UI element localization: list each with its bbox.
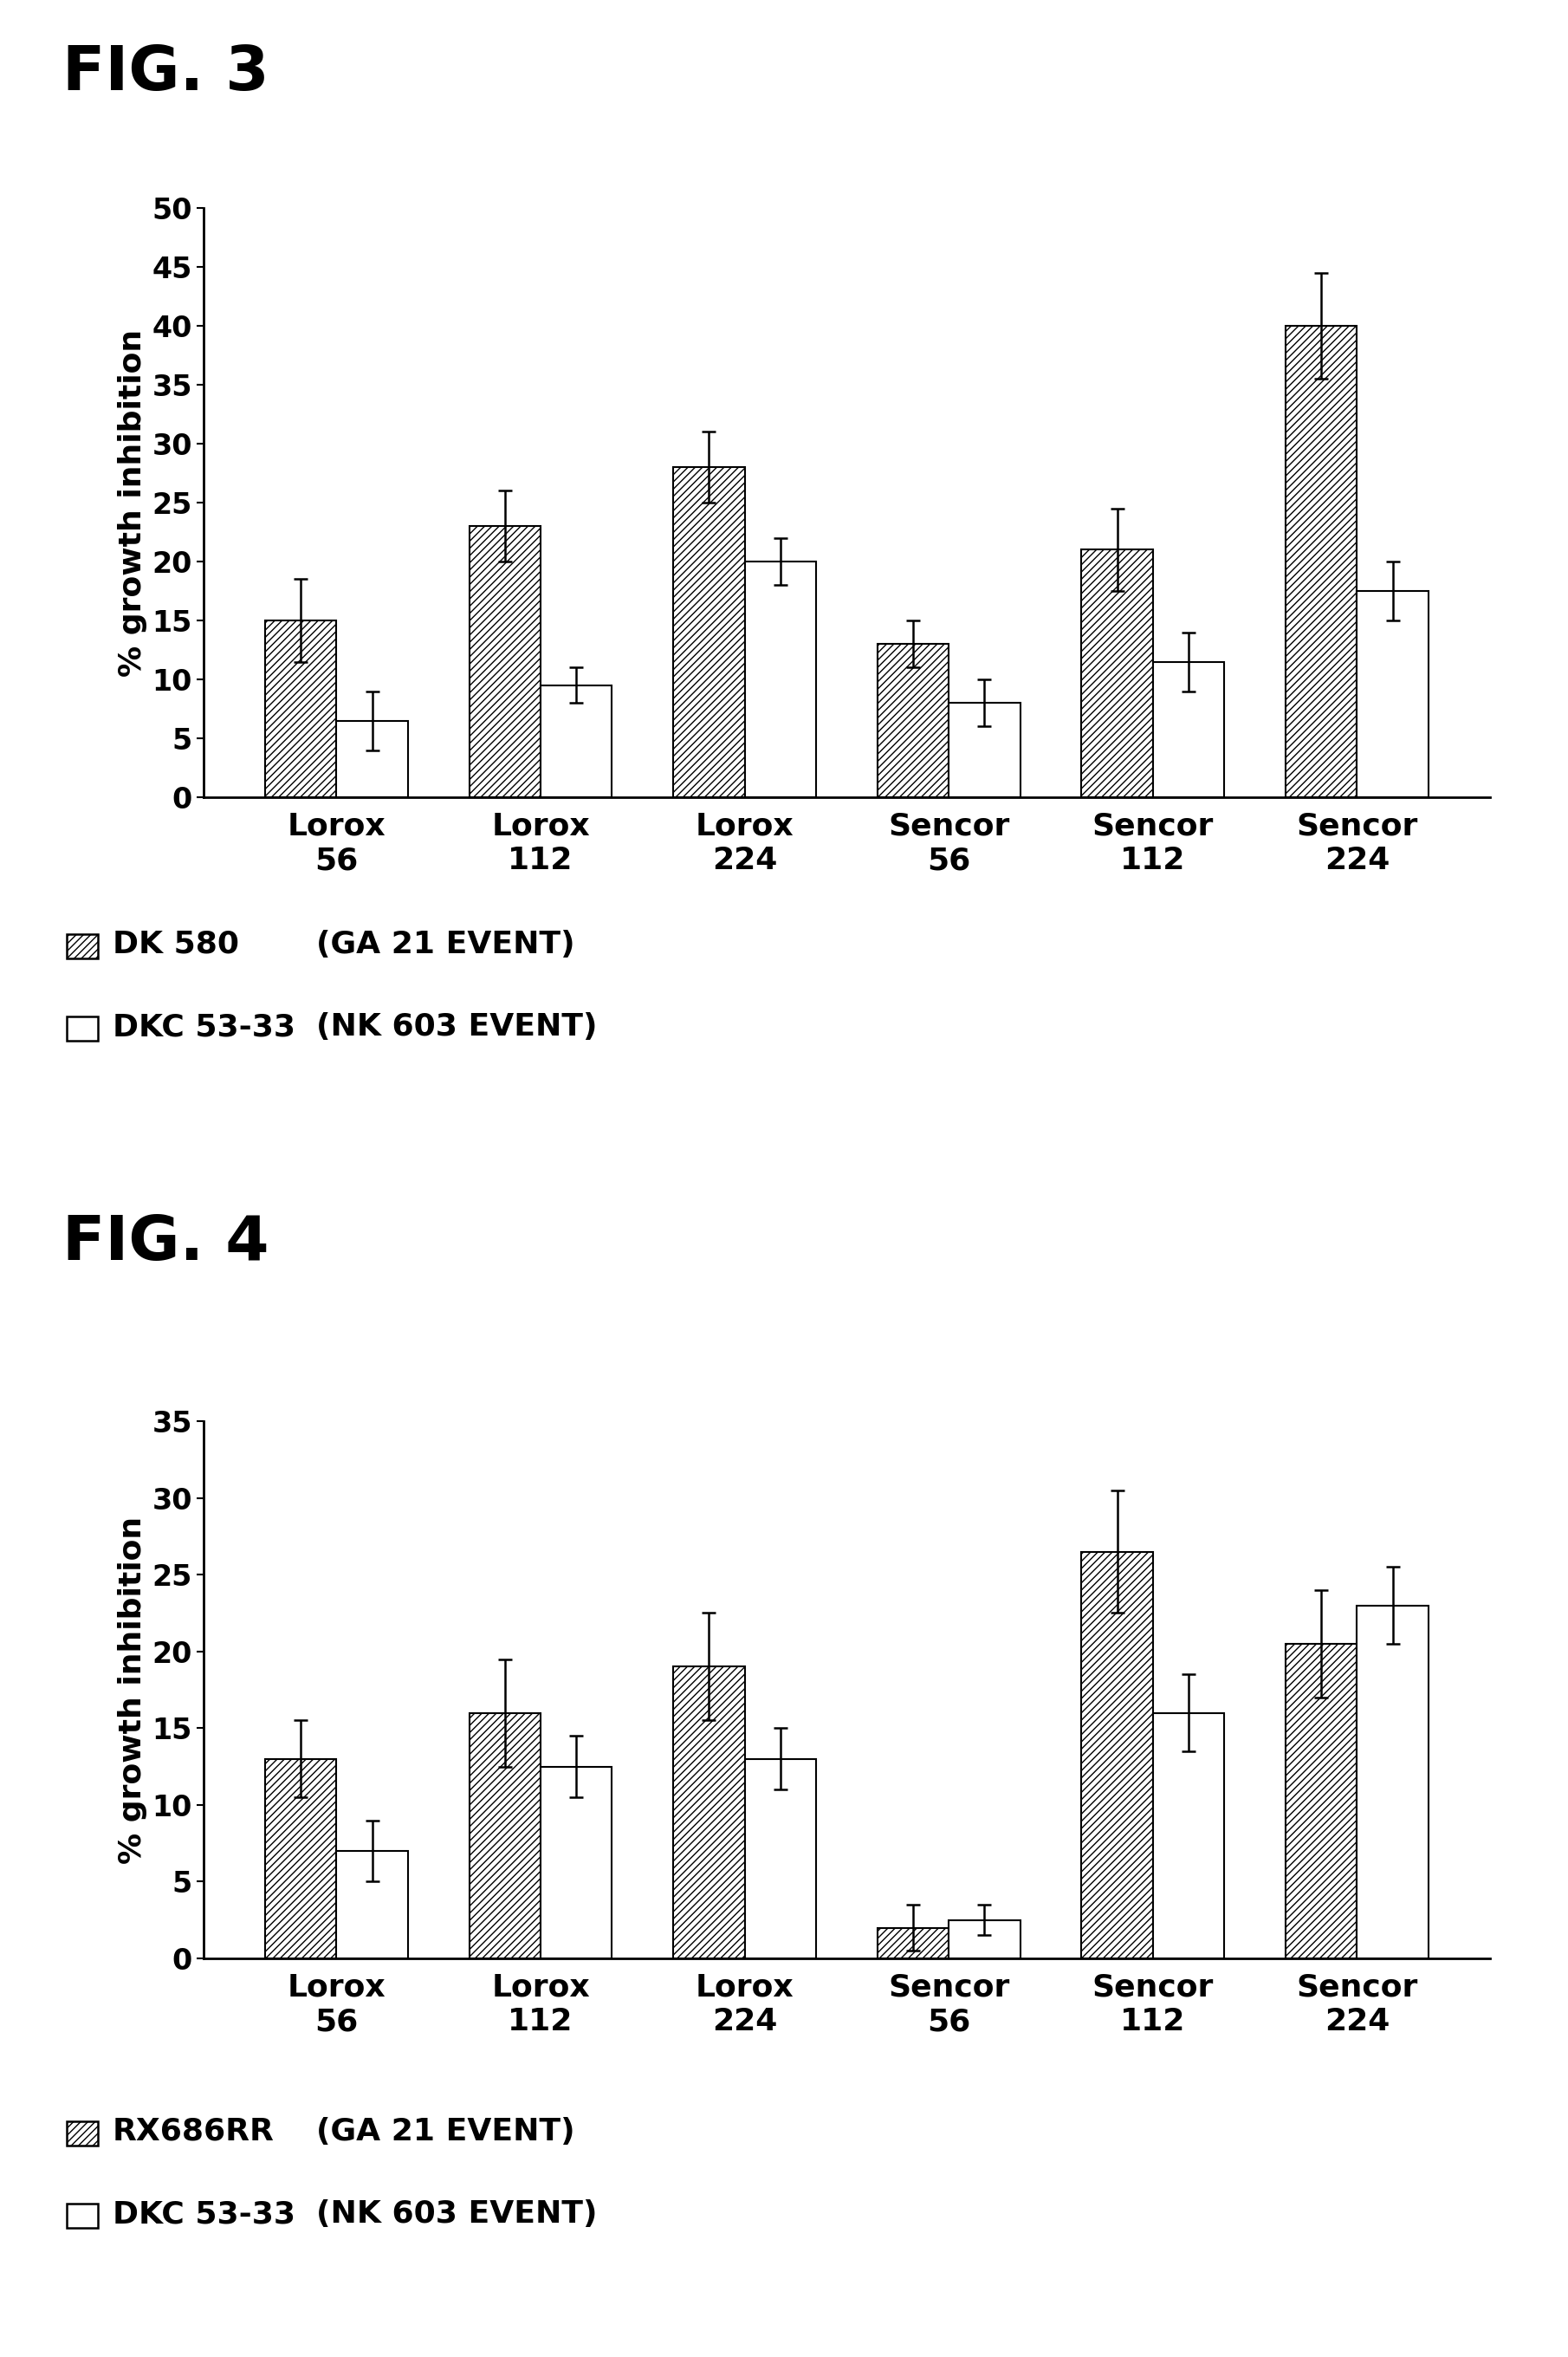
Text: (GA 21 EVENT): (GA 21 EVENT) <box>317 929 575 959</box>
Bar <box>1082 549 1152 797</box>
Bar <box>1356 1605 1428 1959</box>
Bar <box>265 620 337 797</box>
Text: (NK 603 EVENT): (NK 603 EVENT) <box>317 1011 597 1042</box>
Y-axis label: % growth inhibition: % growth inhibition <box>118 328 147 676</box>
Text: FIG. 4: FIG. 4 <box>63 1214 270 1273</box>
Bar <box>949 1921 1021 1959</box>
Bar <box>1152 1714 1225 1959</box>
Bar <box>265 1758 337 1959</box>
Bar <box>878 1928 949 1959</box>
Bar <box>673 467 745 797</box>
Bar <box>337 721 408 797</box>
Text: RX686RR: RX686RR <box>113 2117 274 2147</box>
Bar <box>745 1758 815 1959</box>
Text: FIG. 3: FIG. 3 <box>63 42 270 104</box>
Bar <box>1082 1551 1152 1959</box>
Bar <box>745 561 815 797</box>
Bar <box>1152 662 1225 797</box>
Bar <box>469 526 541 797</box>
Text: DKC 53-33: DKC 53-33 <box>113 1011 295 1042</box>
Text: (GA 21 EVENT): (GA 21 EVENT) <box>317 2117 575 2147</box>
Text: (NK 603 EVENT): (NK 603 EVENT) <box>317 2199 597 2230</box>
Text: DKC 53-33: DKC 53-33 <box>113 2199 295 2230</box>
Y-axis label: % growth inhibition: % growth inhibition <box>118 1516 147 1864</box>
Bar <box>1356 592 1428 797</box>
Bar <box>337 1850 408 1959</box>
Bar <box>541 686 612 797</box>
Text: DK 580: DK 580 <box>113 929 238 959</box>
Bar <box>673 1666 745 1959</box>
Bar <box>949 702 1021 797</box>
Bar <box>1286 325 1356 797</box>
Bar <box>1286 1643 1356 1959</box>
Bar <box>878 643 949 797</box>
Bar <box>541 1765 612 1959</box>
Bar <box>469 1714 541 1959</box>
